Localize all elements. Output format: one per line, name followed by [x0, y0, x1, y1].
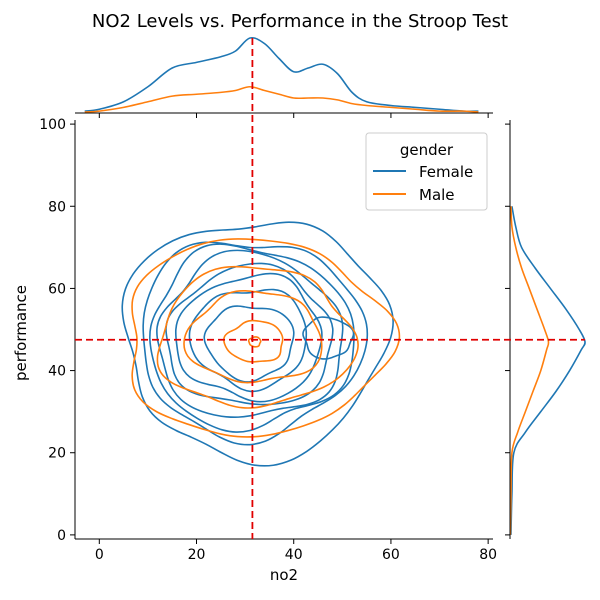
y-tick-label: 100: [39, 117, 66, 133]
x-tick-label: 20: [188, 547, 206, 563]
reference-lines: [75, 38, 585, 539]
x-tick-label: 40: [285, 547, 303, 563]
x-axis-label: no2: [270, 566, 298, 584]
x-marginal-kde-female: [84, 36, 479, 113]
y-marginal-kde-male: [509, 206, 550, 535]
kde-contour-female: [302, 316, 355, 360]
chart-title: NO2 Levels vs. Performance in the Stroop…: [92, 11, 508, 32]
x-tick-label: 0: [95, 547, 104, 563]
x-tick-label: 60: [382, 547, 400, 563]
kde-contour-female: [188, 288, 308, 393]
legend-label-female: Female: [419, 163, 473, 181]
y-tick-label: 60: [48, 281, 66, 297]
y-tick-label: 40: [48, 364, 66, 380]
kde-contour-female: [156, 249, 344, 418]
legend: gender Female Male: [365, 132, 488, 211]
kde-contour-male: [183, 289, 323, 384]
x-marginal-kde-male: [84, 85, 479, 113]
kde-contour-female: [149, 243, 355, 433]
kde-contour-female: [203, 305, 295, 383]
kde-contour-male: [131, 238, 401, 438]
kde-contour-female: [142, 241, 369, 446]
legend-title: gender: [400, 141, 454, 159]
y-tick-label: 20: [48, 446, 66, 462]
kde-contour-male: [247, 336, 262, 348]
kde-contour-male: [156, 265, 359, 409]
legend-label-male: Male: [419, 186, 455, 204]
x-tick-label: 80: [479, 547, 497, 563]
axes-layer: 0 20 40 60 80 0 20 40 60 80 100: [39, 112, 511, 563]
y-marginal-kde-female: [510, 206, 586, 535]
kde-contour-female: [165, 262, 334, 406]
kde-contour-male: [223, 319, 284, 363]
y-axis-label: performance: [12, 285, 30, 381]
right-marginal-panel: [509, 206, 586, 535]
y-tick-label: 0: [57, 528, 66, 544]
top-marginal-panel: [84, 36, 479, 113]
joint-panel: [121, 221, 401, 467]
kde-contour-female: [121, 221, 394, 467]
y-tick-label: 80: [48, 199, 66, 215]
kde-contour-female: [174, 272, 323, 403]
legend-frame: [365, 132, 488, 211]
